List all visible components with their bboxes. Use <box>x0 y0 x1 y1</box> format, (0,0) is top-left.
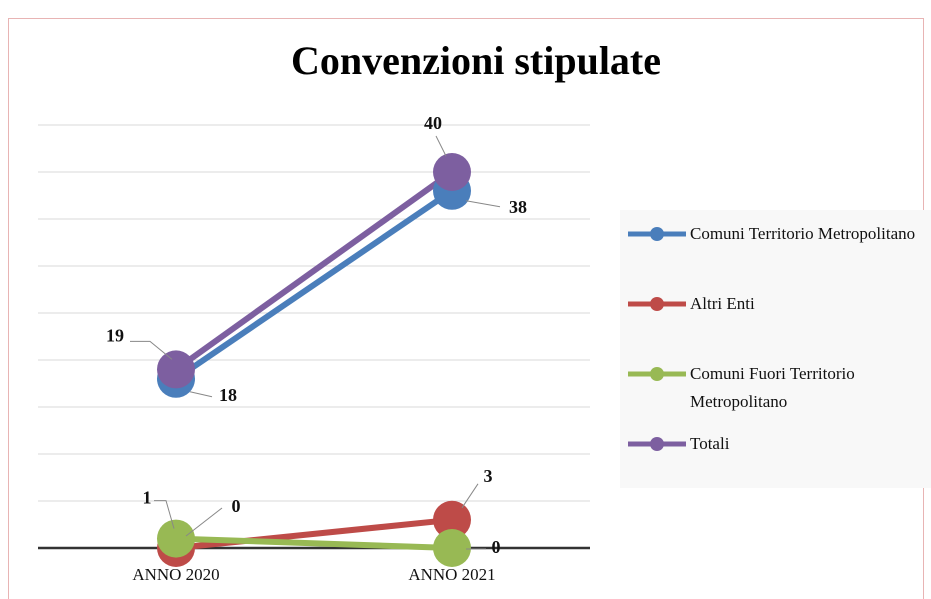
data-label: 1 <box>143 488 152 508</box>
leader-line <box>130 340 173 360</box>
legend-marker <box>650 227 664 241</box>
marker <box>433 529 471 567</box>
marker <box>433 500 471 539</box>
data-label: 3 <box>484 466 493 486</box>
legend-swatch <box>628 367 686 381</box>
legend-label: Totali <box>690 434 730 453</box>
x-tick-label: ANNO 2021 <box>408 565 495 584</box>
data-label: 40 <box>424 113 442 133</box>
legend-label: Comuni Territorio Metropolitano <box>690 224 916 243</box>
legend-entry: Totali <box>620 430 931 500</box>
data-label: 18 <box>219 385 237 405</box>
legend-entry: Comuni Territorio Metropolitano <box>620 220 931 290</box>
leader-line <box>154 500 175 529</box>
leader-line <box>461 483 479 509</box>
legend-marker <box>650 367 664 381</box>
data-label: 19 <box>106 326 124 346</box>
legend-swatch <box>628 437 686 451</box>
legend-entry: Altri Enti <box>620 290 931 360</box>
legend-label: Altri Enti <box>690 294 755 313</box>
marker <box>157 350 195 389</box>
legend-marker <box>650 437 664 451</box>
data-label: 0 <box>232 496 241 516</box>
series-line <box>174 188 454 382</box>
chart-title: Convenzioni stipulate <box>291 38 661 83</box>
legend-entry: Comuni Fuori Territorio Metropolitano <box>620 360 931 430</box>
series-line <box>174 169 454 372</box>
legend-marker <box>650 297 664 311</box>
legend-swatch <box>628 227 686 241</box>
leader-line <box>465 200 501 208</box>
leader-line <box>189 391 213 398</box>
data-label: 0 <box>492 537 501 557</box>
series-line <box>175 516 453 551</box>
legend-swatch <box>628 297 686 311</box>
leader-line <box>435 135 447 157</box>
legend: Comuni Territorio Metropolitano Altri Ent… <box>620 210 931 488</box>
marker <box>157 519 195 558</box>
series-line <box>175 535 453 551</box>
data-label: 38 <box>509 197 527 217</box>
marker <box>433 153 471 191</box>
x-tick-label: ANNO 2020 <box>132 565 219 584</box>
leader-line <box>185 507 223 537</box>
legend-label: Comuni Fuori Territorio Metropolitano <box>690 364 855 411</box>
